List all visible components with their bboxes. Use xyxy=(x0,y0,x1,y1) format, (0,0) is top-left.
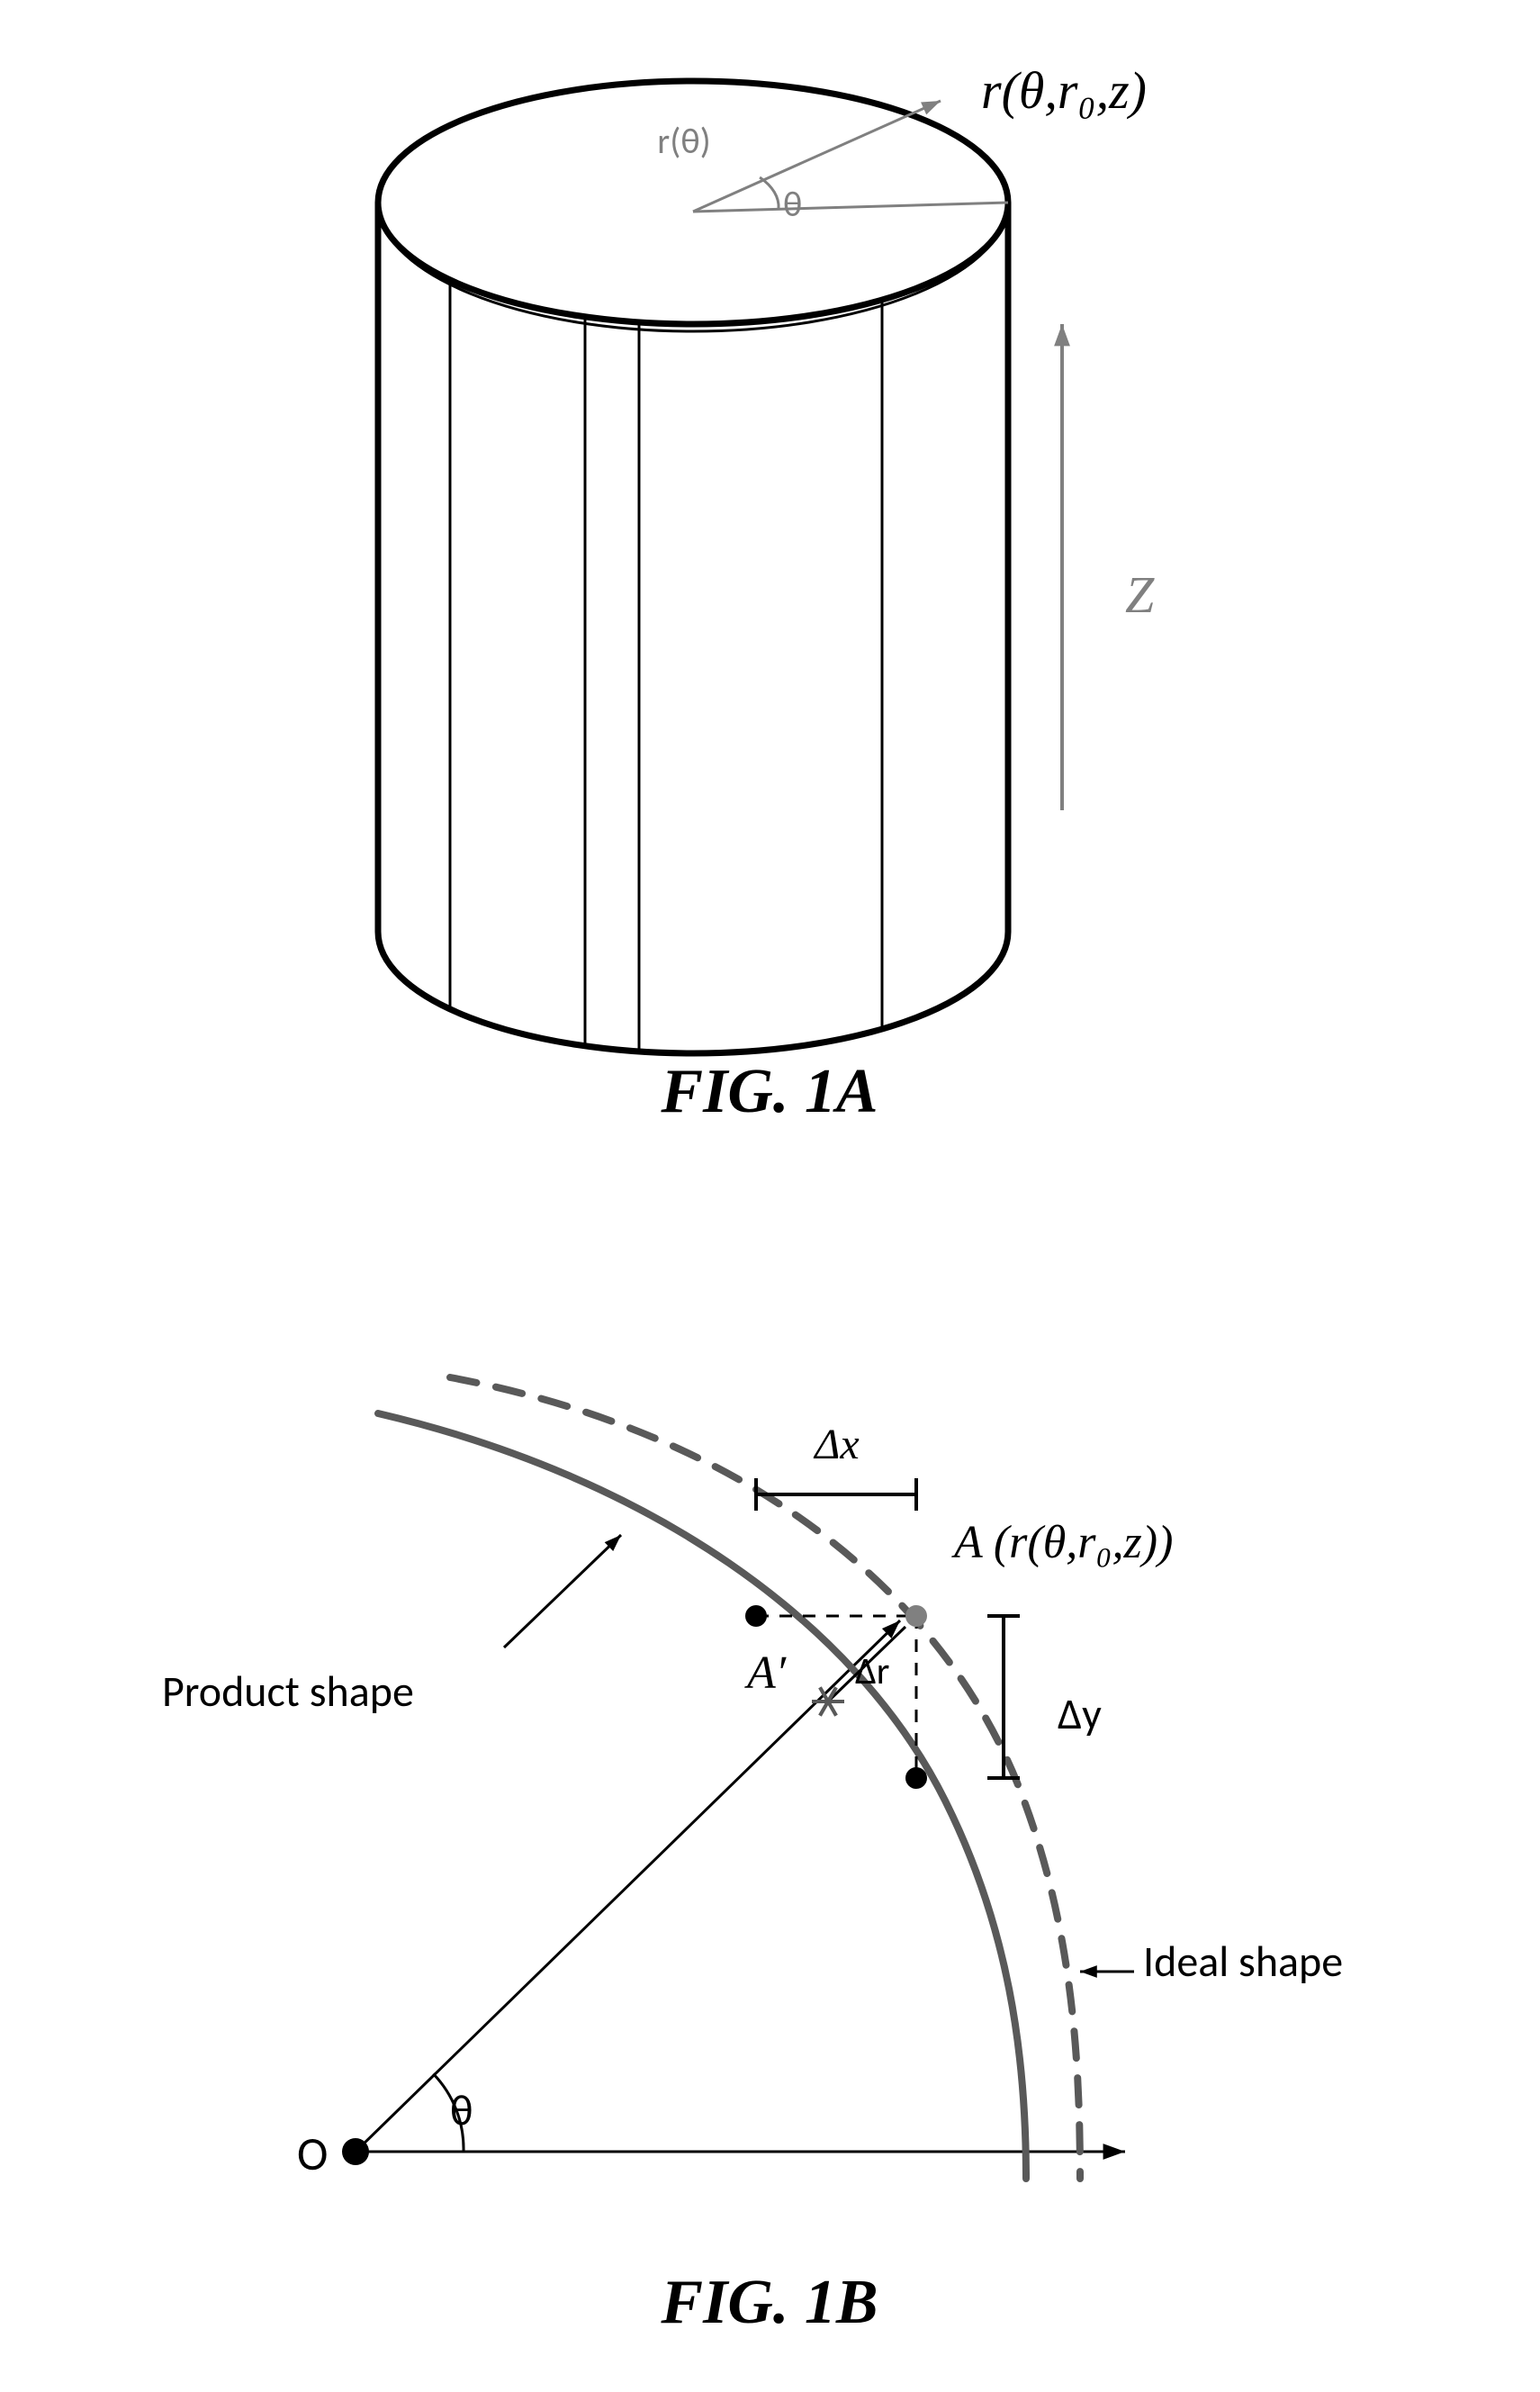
z-label: Z xyxy=(1125,565,1155,624)
product-shape-curve xyxy=(378,1413,1026,2179)
r-function-label: r(θ,r₀,z) xyxy=(981,61,1147,120)
theta-label-top: θ xyxy=(783,182,802,226)
r-theta-label: r(θ) xyxy=(657,119,710,163)
theta-label: θ xyxy=(450,2083,473,2136)
fig1b-caption: FIG. 1B xyxy=(660,2268,878,2337)
point-left xyxy=(745,1605,767,1627)
dr-label: Δr xyxy=(855,1648,889,1694)
fig1a-caption: FIG. 1A xyxy=(660,1057,878,1126)
product-shape-label: Product shape xyxy=(162,1665,414,1718)
point-a xyxy=(905,1605,927,1627)
cylinder-top xyxy=(378,81,1008,324)
aprime-label: A′ xyxy=(744,1647,788,1699)
dx-label: Δx xyxy=(813,1421,859,1468)
origin-label: O xyxy=(297,2125,328,2182)
ideal-shape-label: Ideal shape xyxy=(1143,1935,1343,1988)
fig-1a xyxy=(378,81,1070,1053)
fig-1b xyxy=(342,1377,1134,2179)
product-shape-pointer xyxy=(504,1535,621,1647)
a-label: A (r(θ,r₀,z)) xyxy=(951,1517,1173,1568)
dy-label: Δy xyxy=(1058,1687,1102,1740)
ideal-shape-curve xyxy=(450,1377,1080,2179)
point-down xyxy=(905,1767,927,1789)
